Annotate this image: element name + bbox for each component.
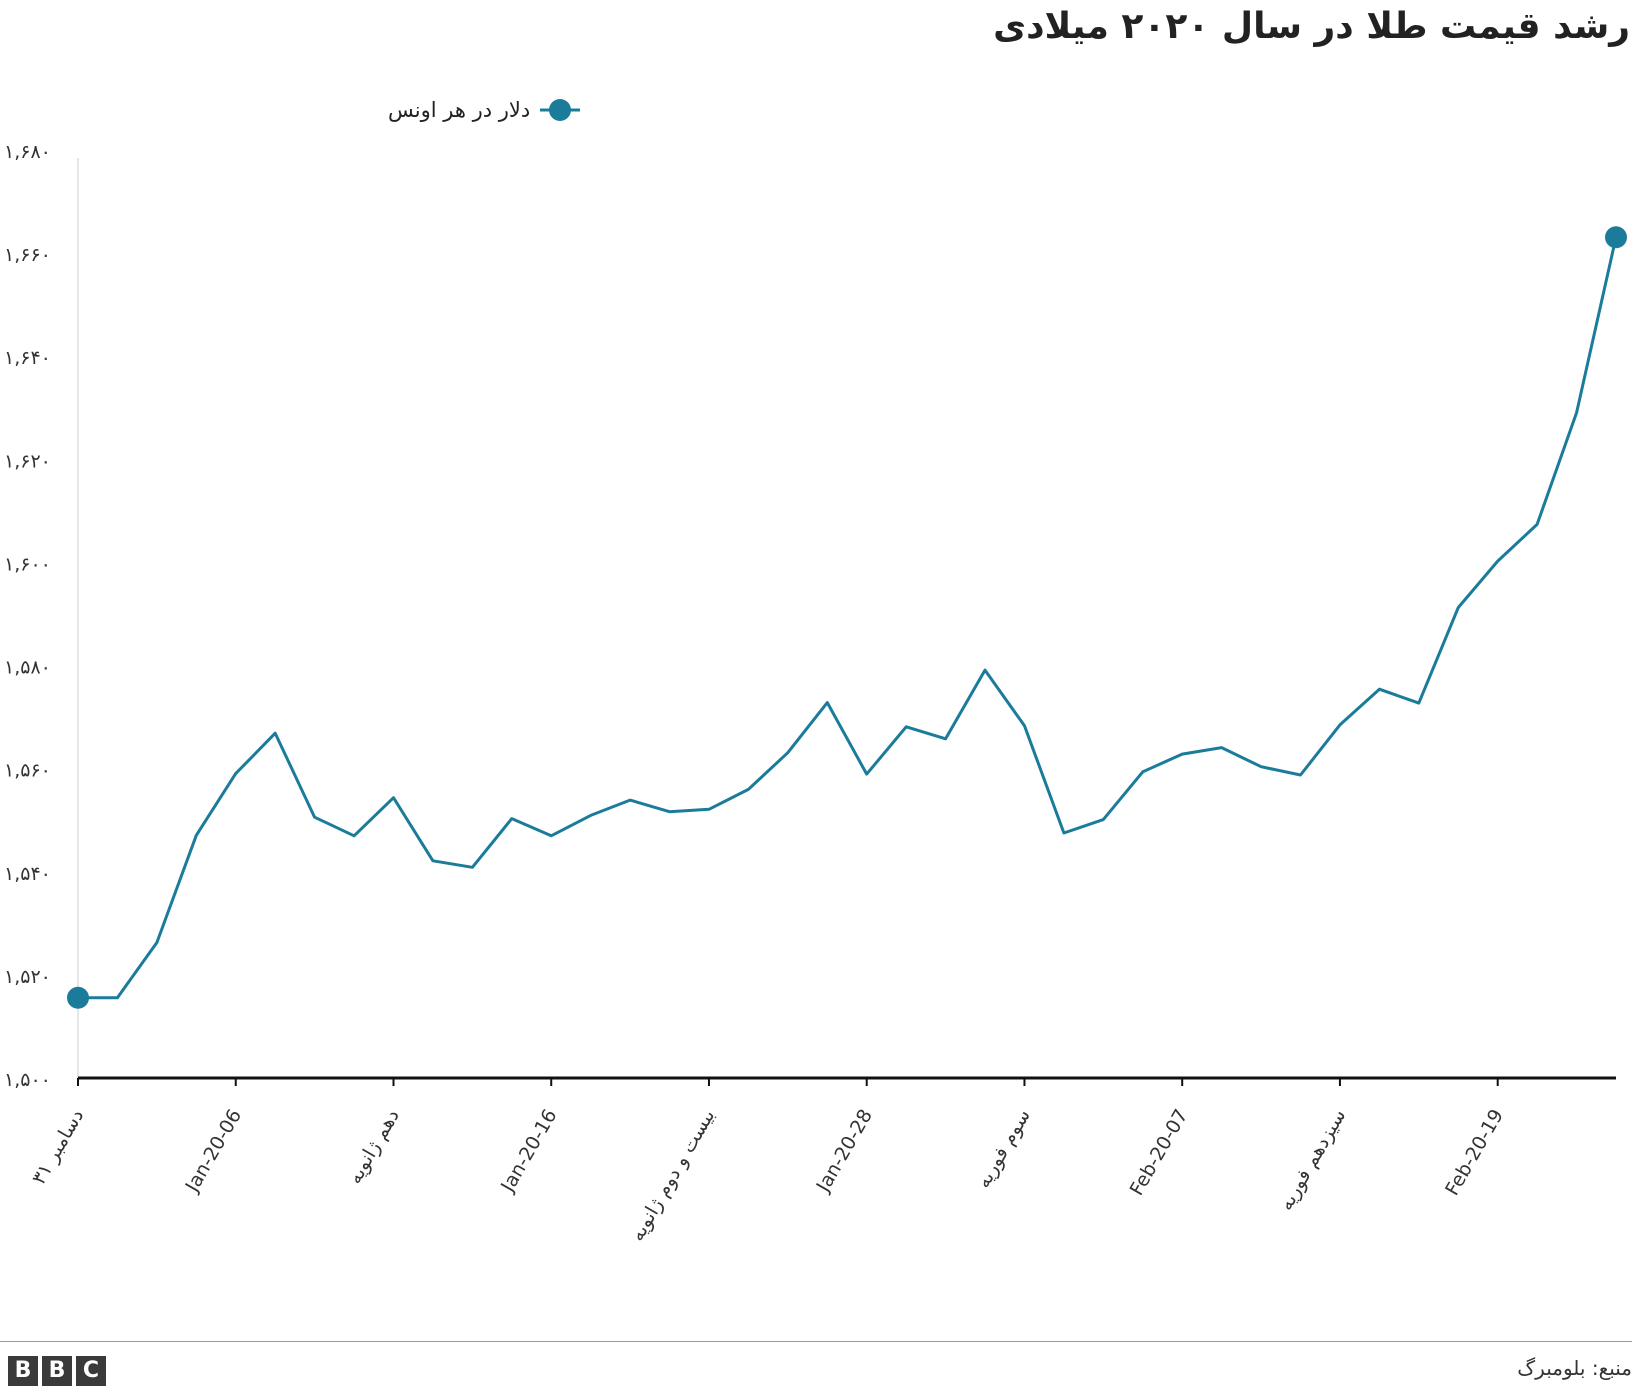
data-point [865, 773, 868, 776]
x-tick-label: Jan-20-06 [181, 1106, 246, 1197]
data-point [155, 941, 158, 944]
data-point [707, 808, 710, 811]
y-tick-label: ۱,۶۴۰ [4, 347, 51, 369]
x-tick-label: ۳۱ دسامبر [28, 1106, 89, 1189]
y-tick-label: ۱,۵۶۰ [4, 760, 51, 782]
y-tick-label: ۱,۶۶۰ [4, 244, 51, 266]
y-tick-label: ۱,۶۸۰ [4, 141, 51, 163]
data-point [1023, 724, 1026, 727]
legend: دلار در هر اونس [388, 92, 582, 128]
data-point [786, 751, 789, 754]
x-tick-label: Feb-20-07 [1126, 1106, 1193, 1200]
data-point [234, 772, 237, 775]
data-point [944, 737, 947, 740]
data-point [1338, 723, 1341, 726]
data-point [313, 816, 316, 819]
data-point [274, 732, 277, 735]
y-tick-label: ۱,۵۰۰ [4, 1069, 51, 1091]
x-tick-label: سوم فوریه [972, 1106, 1035, 1192]
y-tick-label: ۱,۵۸۰ [4, 657, 51, 679]
data-point [550, 834, 553, 837]
data-point [905, 725, 908, 728]
data-point [984, 669, 987, 672]
data-point [826, 701, 829, 704]
data-point [1141, 770, 1144, 773]
data-point [431, 859, 434, 862]
data-point [195, 834, 198, 837]
bbc-logo: B B C [8, 1356, 106, 1386]
data-point [668, 810, 671, 813]
data-point [1575, 411, 1578, 414]
data-point [116, 996, 119, 999]
legend-marker-icon [540, 99, 581, 121]
data-point [1496, 560, 1499, 563]
data-point [510, 817, 513, 820]
bbc-logo-letter: B [42, 1356, 72, 1386]
data-point [1457, 606, 1460, 609]
end-point-marker [1605, 226, 1627, 249]
footer-divider [0, 1341, 1632, 1342]
data-point [1220, 746, 1223, 749]
bbc-logo-letter: B [8, 1356, 38, 1386]
x-tick-label: سیزدهم فوریه [1275, 1106, 1350, 1215]
source-note: منبع: بلومبرگ [1517, 1356, 1632, 1380]
data-point [353, 834, 356, 837]
data-point [1260, 765, 1263, 768]
data-point [1417, 702, 1420, 705]
data-point [471, 866, 474, 869]
data-point [629, 799, 632, 802]
data-point [1378, 688, 1381, 691]
x-tick-label: Jan-20-28 [812, 1106, 877, 1197]
data-point [392, 796, 395, 799]
x-tick-label: Feb-20-19 [1441, 1106, 1508, 1200]
x-tick-label: دهم ژانویه [344, 1106, 404, 1188]
y-tick-label: ۱,۶۰۰ [4, 553, 51, 575]
chart-title: رشد قیمت طلا در سال ۲۰۲۰ میلادی [993, 6, 1630, 47]
y-tick-label: ۱,۵۲۰ [4, 966, 51, 988]
data-point [589, 814, 592, 817]
series-line [76, 235, 1618, 1000]
y-tick-label: ۱,۶۲۰ [4, 450, 51, 472]
data-point [1181, 753, 1184, 756]
bbc-logo-letter: C [76, 1356, 106, 1386]
x-tick-label: بیست و دوم ژانویه [626, 1106, 719, 1245]
legend-label: دلار در هر اونس [388, 98, 531, 122]
y-tick-label: ۱,۵۴۰ [4, 863, 51, 885]
data-point [1299, 774, 1302, 777]
data-point [747, 788, 750, 791]
data-point [1062, 832, 1065, 835]
x-tick-label: Jan-20-16 [496, 1106, 561, 1197]
chart-area: ۱,۵۰۰ ۱,۵۲۰ ۱,۵۴۰ ۱,۵۶۰ ۱,۵۸۰ ۱,۶۰۰ ۱,۶۲۰ ۱,۶۴۰… [4, 141, 1627, 1245]
start-point-marker [67, 986, 89, 1009]
data-point [1536, 523, 1539, 526]
data-point [1102, 818, 1105, 821]
